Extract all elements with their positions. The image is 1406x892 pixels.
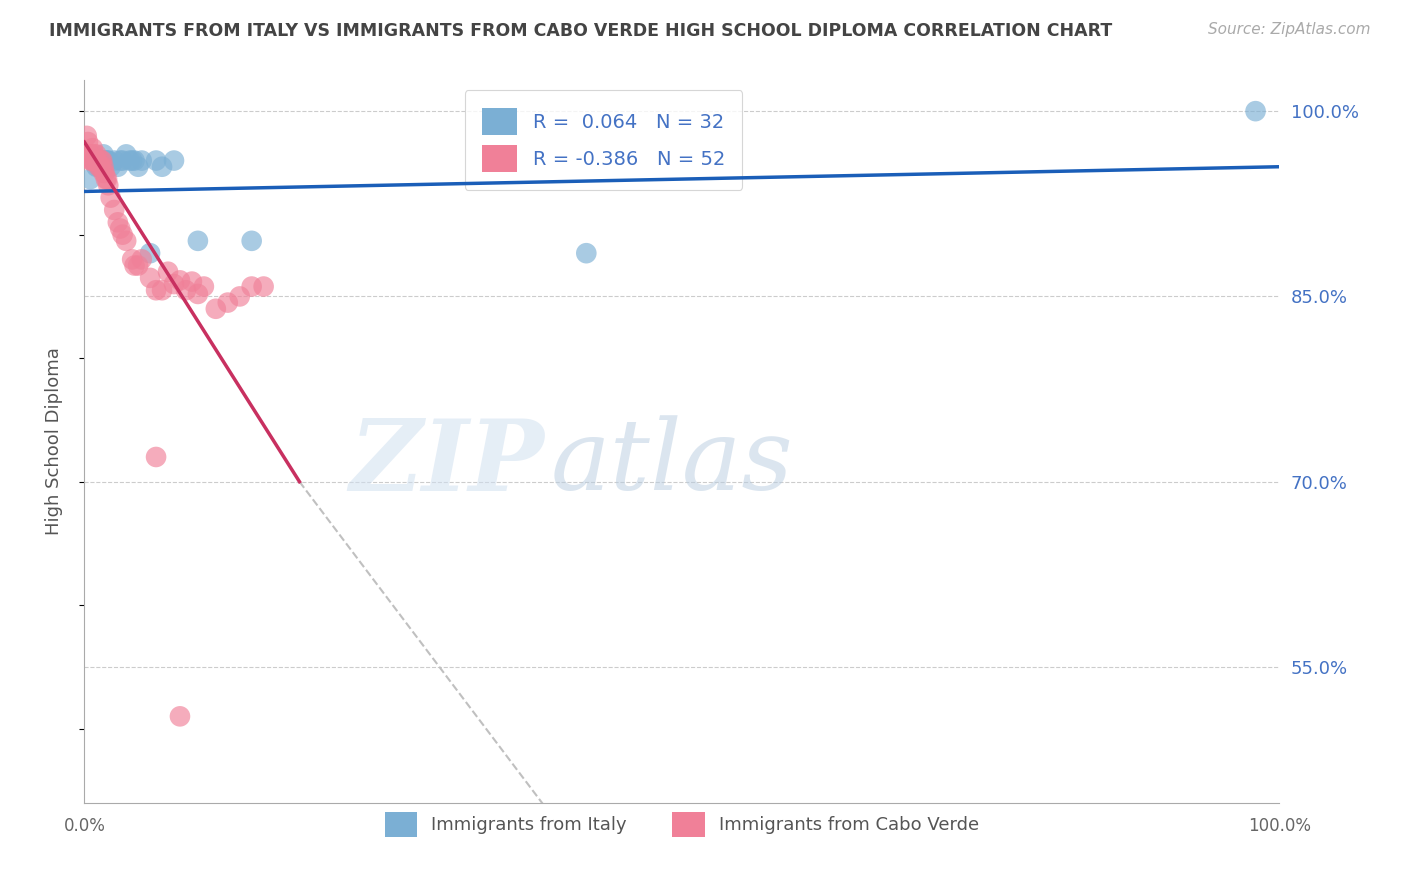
Point [100, 160, 122, 174]
Point [187, 234, 209, 248]
Point [103, 153, 125, 168]
Point [217, 295, 239, 310]
Point [96, 153, 118, 168]
Point [187, 287, 209, 301]
Point [79, 153, 101, 168]
Point [93, 160, 115, 174]
Text: ZIP: ZIP [350, 415, 544, 511]
Point [145, 283, 167, 297]
Legend: Immigrants from Italy, Immigrants from Cabo Verde: Immigrants from Italy, Immigrants from C… [377, 805, 987, 845]
Point [77, 147, 100, 161]
Point [139, 271, 162, 285]
Point [94, 153, 117, 168]
Point [139, 246, 162, 260]
Point [193, 279, 215, 293]
Point [163, 277, 186, 291]
Point [79, 172, 101, 186]
Point [96, 172, 118, 186]
Point [94, 172, 117, 186]
Point [80, 153, 103, 168]
Point [181, 275, 204, 289]
Text: Source: ZipAtlas.com: Source: ZipAtlas.com [1208, 22, 1371, 37]
Point [86, 153, 108, 168]
Point [87, 160, 110, 174]
Point [121, 252, 143, 267]
Point [145, 153, 167, 168]
Point [145, 450, 167, 464]
Point [1244, 104, 1267, 119]
Point [103, 202, 125, 217]
Point [93, 147, 115, 161]
Point [86, 160, 108, 174]
Point [90, 160, 112, 174]
Point [97, 178, 120, 193]
Point [169, 273, 191, 287]
Point [131, 252, 153, 267]
Point [127, 259, 149, 273]
Point [76, 128, 98, 143]
Point [169, 709, 191, 723]
Point [97, 153, 120, 168]
Point [86, 147, 108, 161]
Point [82, 153, 104, 168]
Text: IMMIGRANTS FROM ITALY VS IMMIGRANTS FROM CABO VERDE HIGH SCHOOL DIPLOMA CORRELAT: IMMIGRANTS FROM ITALY VS IMMIGRANTS FROM… [49, 22, 1112, 40]
Point [100, 191, 122, 205]
Point [77, 135, 100, 149]
Point [110, 153, 132, 168]
Point [205, 301, 228, 316]
Point [111, 227, 134, 242]
Point [89, 160, 111, 174]
Point [150, 160, 173, 174]
Point [124, 153, 146, 168]
Point [240, 279, 263, 293]
Point [91, 153, 114, 168]
Point [80, 147, 103, 161]
Point [93, 153, 115, 168]
Point [110, 221, 132, 235]
Point [575, 246, 598, 260]
Point [86, 153, 108, 168]
Point [107, 215, 129, 229]
Point [90, 160, 112, 174]
Point [121, 153, 143, 168]
Point [229, 289, 252, 303]
Point [90, 153, 112, 168]
Point [83, 147, 105, 161]
Point [115, 234, 138, 248]
Point [240, 234, 263, 248]
Point [163, 153, 186, 168]
Point [83, 153, 105, 168]
Point [157, 265, 180, 279]
Point [150, 283, 173, 297]
Point [253, 279, 276, 293]
Point [93, 166, 115, 180]
Y-axis label: High School Diploma: High School Diploma [45, 348, 63, 535]
Text: atlas: atlas [551, 416, 793, 511]
Point [91, 153, 114, 168]
Point [127, 160, 149, 174]
Point [174, 283, 197, 297]
Point [86, 153, 108, 168]
Point [111, 153, 134, 168]
Point [87, 160, 110, 174]
Point [89, 153, 111, 168]
Point [83, 153, 105, 168]
Point [107, 160, 129, 174]
Point [82, 141, 104, 155]
Point [115, 147, 138, 161]
Point [124, 259, 146, 273]
Point [131, 153, 153, 168]
Point [93, 166, 115, 180]
Point [84, 153, 107, 168]
Point [118, 153, 141, 168]
